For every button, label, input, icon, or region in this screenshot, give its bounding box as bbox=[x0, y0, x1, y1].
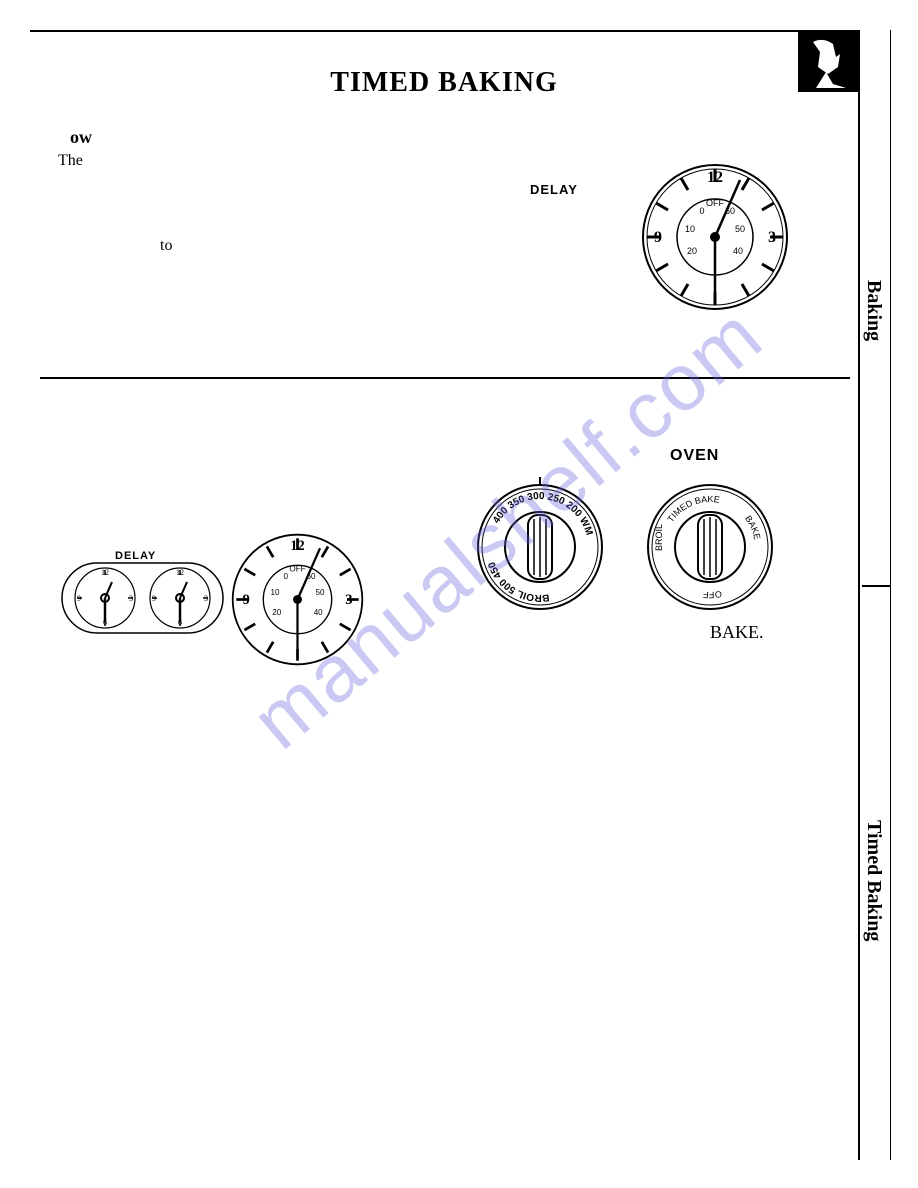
mode-dial: TIMED BAKE BAKE OFF BROIL bbox=[640, 477, 780, 617]
temperature-dial: 400 350 300 250 200 WM BROIL 500 450 bbox=[470, 477, 610, 617]
svg-text:9: 9 bbox=[654, 229, 662, 246]
svg-text:BROIL: BROIL bbox=[654, 524, 664, 551]
svg-text:OFF: OFF bbox=[289, 565, 305, 574]
svg-text:20: 20 bbox=[272, 608, 281, 617]
svg-text:12: 12 bbox=[707, 169, 723, 186]
page-title: TIMED BAKING bbox=[30, 67, 858, 99]
clock-dial-large: 12 3 9 OFF 060 1050 2040 bbox=[640, 162, 790, 312]
bake-label: BAKE. bbox=[710, 622, 764, 643]
clock-dial-medium: 12 3 9 OFF 060 1050 2040 bbox=[230, 532, 365, 667]
outer-edge bbox=[890, 30, 891, 1160]
svg-text:50: 50 bbox=[735, 224, 745, 234]
svg-text:50: 50 bbox=[316, 588, 325, 597]
tab-baking: Baking bbox=[862, 280, 885, 341]
svg-text:0: 0 bbox=[284, 572, 289, 581]
svg-text:3: 3 bbox=[768, 229, 776, 246]
tab-divider bbox=[862, 585, 890, 587]
svg-text:10: 10 bbox=[685, 224, 695, 234]
svg-text:3: 3 bbox=[345, 592, 352, 608]
svg-text:0: 0 bbox=[699, 206, 704, 216]
svg-text:OFF: OFF bbox=[702, 589, 722, 600]
divider bbox=[40, 377, 850, 379]
svg-text:10: 10 bbox=[271, 588, 280, 597]
tab-timed-baking: Timed Baking bbox=[862, 820, 885, 941]
svg-text:40: 40 bbox=[314, 608, 323, 617]
text-fragment: The bbox=[58, 152, 83, 170]
delay-label: DELAY bbox=[530, 182, 578, 197]
page-frame: TIMED BAKING ow The to DELAY 12 3 9 OFF bbox=[30, 30, 860, 1160]
oven-label: OVEN bbox=[670, 447, 719, 465]
svg-text:9: 9 bbox=[243, 592, 250, 608]
svg-text:40: 40 bbox=[733, 246, 743, 256]
svg-text:12: 12 bbox=[290, 538, 304, 554]
svg-text:20: 20 bbox=[687, 246, 697, 256]
text-fragment: ow bbox=[70, 127, 92, 148]
text-fragment: to bbox=[160, 237, 172, 255]
side-tab-column: Baking Timed Baking bbox=[862, 30, 892, 1160]
dual-clock-dial: 12369 12369 bbox=[60, 557, 225, 637]
